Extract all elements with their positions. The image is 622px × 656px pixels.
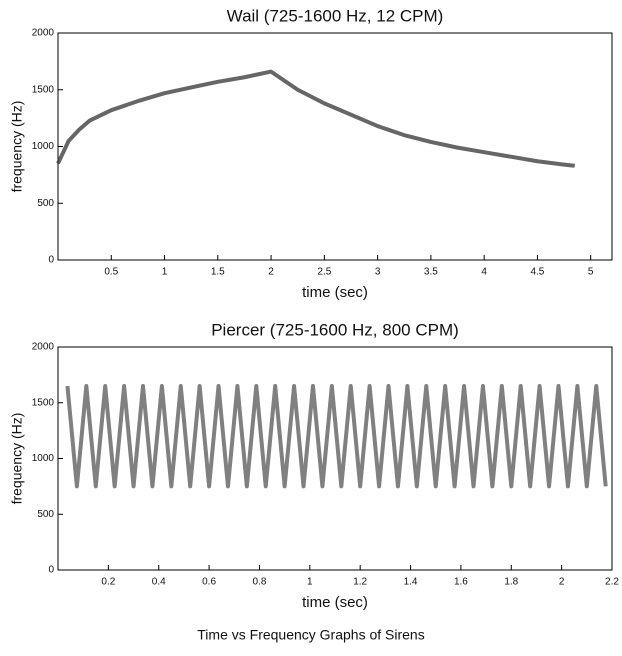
x-tick-label: 3 — [375, 267, 381, 278]
x-tick-label: 0.4 — [152, 577, 166, 588]
x-tick-label: 2.2 — [605, 577, 619, 588]
y-tick-label: 2000 — [32, 28, 55, 39]
x-tick-label: 4.5 — [530, 267, 544, 278]
y-tick-label: 0 — [48, 255, 54, 266]
x-tick-label: 0.2 — [101, 577, 115, 588]
caption: Time vs Frequency Graphs of Sirens — [197, 627, 424, 643]
y-tick-label: 500 — [37, 198, 54, 209]
x-tick-label: 0.8 — [253, 577, 267, 588]
x-tick-label: 1.8 — [504, 577, 518, 588]
y-tick-label: 1500 — [32, 397, 55, 408]
x-axis-label: time (sec) — [302, 284, 368, 301]
x-tick-label: 1.5 — [211, 267, 225, 278]
chart-title: Piercer (725-1600 Hz, 800 CPM) — [211, 320, 459, 339]
y-tick-label: 1000 — [32, 141, 55, 152]
y-tick-label: 2000 — [32, 342, 55, 353]
x-tick-label: 1.2 — [353, 577, 367, 588]
frequency-trace — [65, 384, 608, 489]
x-tick-label: 2 — [559, 577, 565, 588]
x-tick-label: 1.6 — [454, 577, 468, 588]
y-tick-label: 500 — [37, 509, 54, 520]
x-tick-label: 1 — [307, 577, 313, 588]
frequency-trace — [56, 69, 575, 168]
y-tick-label: 1000 — [32, 453, 55, 464]
y-tick-label: 0 — [48, 565, 54, 576]
x-tick-label: 4 — [481, 267, 487, 278]
y-axis-label: frequency (Hz) — [9, 101, 25, 193]
x-axis-label: time (sec) — [302, 594, 368, 611]
x-tick-label: 2.5 — [317, 267, 331, 278]
chart-title: Wail (725-1600 Hz, 12 CPM) — [227, 6, 444, 25]
x-tick-label: 1.4 — [404, 577, 418, 588]
x-tick-label: 1 — [162, 267, 168, 278]
plot-area — [57, 32, 613, 261]
x-tick-label: 3.5 — [424, 267, 438, 278]
y-axis-label: frequency (Hz) — [9, 413, 25, 505]
x-tick-label: 2 — [268, 267, 274, 278]
x-tick-label: 0.6 — [202, 577, 216, 588]
x-tick-label: 0.5 — [104, 267, 118, 278]
y-tick-label: 1500 — [32, 84, 55, 95]
x-tick-label: 5 — [588, 267, 594, 278]
